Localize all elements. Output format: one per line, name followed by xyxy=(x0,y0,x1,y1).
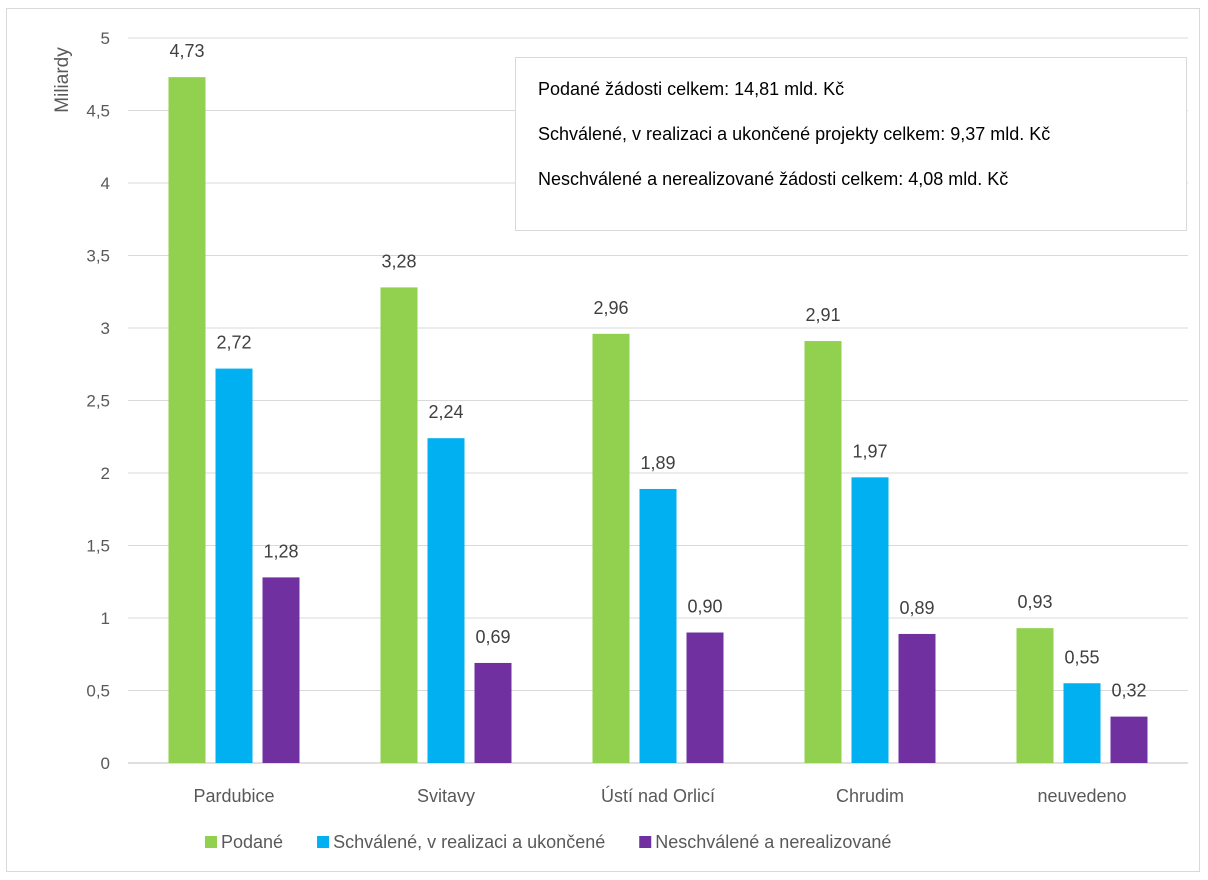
bar xyxy=(851,477,889,763)
data-label: 2,96 xyxy=(593,298,628,318)
y-tick-label: 3 xyxy=(101,319,110,338)
category-label: Svitavy xyxy=(417,786,475,806)
annotation-rejected-total: Neschválené a nerealizované žádosti celk… xyxy=(538,169,1009,189)
y-tick-label: 0,5 xyxy=(86,682,110,701)
legend-swatch xyxy=(205,836,217,848)
bar xyxy=(215,368,253,763)
bar xyxy=(804,341,842,763)
data-label: 0,55 xyxy=(1064,647,1099,667)
category-label: Chrudim xyxy=(836,786,904,806)
x-axis-categories: Pardubice Svitavy Ústí nad Orlicí Chrudim ne… xyxy=(193,785,1126,806)
data-label: 0,69 xyxy=(475,627,510,647)
data-label: 1,89 xyxy=(640,453,675,473)
bar xyxy=(1063,683,1101,763)
totals-annotation-box: Podané žádosti celkem: 14,81 mld. Kč Sch… xyxy=(515,57,1187,231)
legend: Podané Schválené, v realizaci a ukončené N… xyxy=(205,832,891,852)
data-label: 0,93 xyxy=(1017,592,1052,612)
category-label: neuvedeno xyxy=(1037,786,1126,806)
y-tick-label: 4,5 xyxy=(86,102,110,121)
y-tick-label: 1,5 xyxy=(86,537,110,556)
legend-entry: Podané xyxy=(221,832,283,852)
y-tick-label: 2,5 xyxy=(86,392,110,411)
annotation-approved-total: Schválené, v realizaci a ukončené projek… xyxy=(538,124,1051,144)
legend-swatch xyxy=(639,836,652,848)
bars xyxy=(168,77,1148,763)
y-tick-label: 2 xyxy=(101,464,110,483)
data-label: 0,90 xyxy=(687,597,722,617)
bar xyxy=(639,488,677,763)
y-axis-label: Miliardy xyxy=(52,47,73,113)
bar xyxy=(474,662,512,763)
data-label: 2,72 xyxy=(216,333,251,353)
data-label: 0,32 xyxy=(1111,681,1146,701)
legend-swatch xyxy=(317,836,330,848)
y-tick-label: 4 xyxy=(101,174,110,193)
bar xyxy=(168,77,206,763)
bar xyxy=(262,577,300,763)
bar xyxy=(1016,628,1054,763)
data-label: 0,89 xyxy=(899,598,934,618)
bar xyxy=(380,287,418,763)
y-tick-label: 1 xyxy=(101,609,110,628)
data-label: 3,28 xyxy=(381,251,416,271)
annotation-submitted-total: Podané žádosti celkem: 14,81 mld. Kč xyxy=(538,79,845,99)
data-label: 2,24 xyxy=(428,402,463,422)
y-tick-label: 5 xyxy=(101,29,110,48)
bar xyxy=(1110,716,1148,763)
y-tick-label: 3,5 xyxy=(86,247,110,266)
y-tick-label: 0 xyxy=(101,754,110,773)
data-label: 1,97 xyxy=(852,441,887,461)
bar xyxy=(686,632,724,763)
data-labels: 4,73 2,72 1,28 3,28 2,24 0,69 2,96 1,89 0,90 2,91… xyxy=(169,41,1146,700)
y-axis-ticks: 0 0,5 1 1,5 2 2,5 3 3,5 4 4,5 5 xyxy=(86,29,110,773)
category-label: Ústí nad Orlicí xyxy=(601,785,715,806)
legend-entry: Schválené, v realizaci a ukončené xyxy=(333,832,605,852)
legend-entry: Neschválené a nerealizované xyxy=(655,832,891,852)
data-label: 4,73 xyxy=(169,41,204,61)
bar xyxy=(898,633,936,763)
bar xyxy=(592,333,630,763)
category-label: Pardubice xyxy=(193,786,274,806)
data-label: 2,91 xyxy=(805,305,840,325)
bar xyxy=(427,438,465,763)
data-label: 1,28 xyxy=(263,541,298,561)
